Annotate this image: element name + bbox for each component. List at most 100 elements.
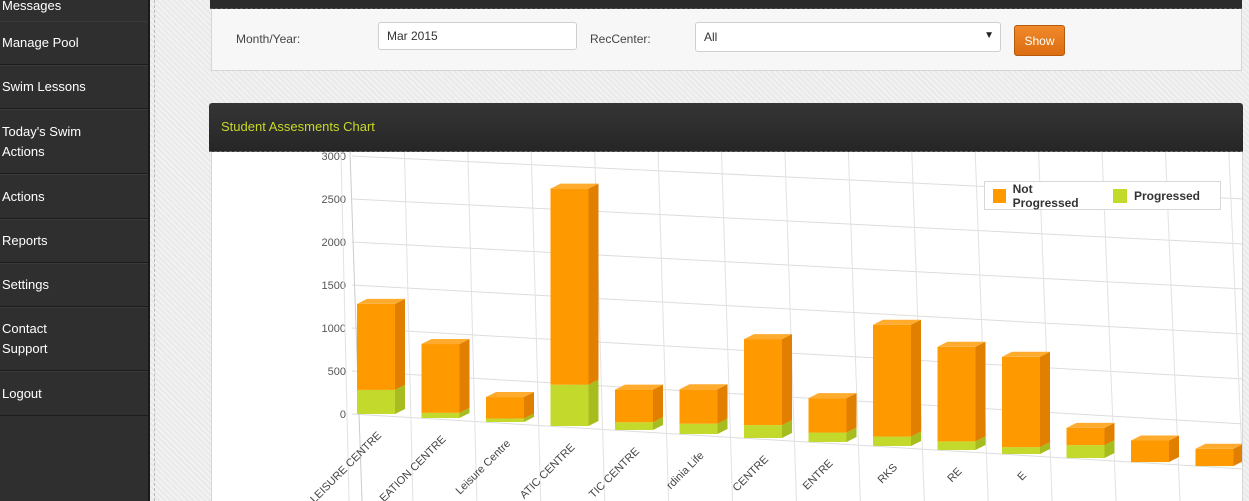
bar-progressed-side <box>782 420 792 438</box>
sidebar-item-messages[interactable]: Messages <box>0 0 148 22</box>
bar-not-progressed <box>1131 440 1169 462</box>
bar-not-progressed-side <box>653 384 663 423</box>
y-tick-label: 500 <box>328 366 346 378</box>
reccenter-value: All <box>704 30 718 44</box>
legend-swatch <box>1112 188 1127 203</box>
bar-not-progressed-side <box>975 341 986 442</box>
bar-top <box>1002 351 1050 357</box>
bar-progressed <box>486 418 524 422</box>
reccenter-select[interactable]: All ▼ <box>695 22 1001 52</box>
bar-not-progressed <box>615 389 653 423</box>
bar-not-progressed <box>1066 427 1105 446</box>
x-tick-label: Leisure Centre <box>454 438 514 498</box>
bar-not-progressed-side <box>911 319 921 437</box>
sidebar-item-actions[interactable]: Actions <box>0 174 148 219</box>
legend-label: Progressed <box>1133 188 1200 203</box>
sidebar-item-manage-pool[interactable]: Manage Pool <box>0 21 148 65</box>
sidebar-item-logout[interactable]: Logout <box>0 371 148 416</box>
x-tick-label: ENTRE <box>801 458 836 493</box>
reccenter-label: RecCenter: <box>590 32 651 46</box>
y-tick-label: 1000 <box>322 323 346 335</box>
filter-panel-header <box>210 0 1242 9</box>
x-tick-label: RE <box>945 466 964 485</box>
sidebar-item-label: Reports <box>2 233 48 248</box>
sidebar-item-label: Logout <box>2 385 42 401</box>
bar-not-progressed-side <box>1169 435 1179 462</box>
month-year-label: Month/Year: <box>236 32 301 46</box>
sidebar-item-label: Swim Lessons <box>2 79 86 94</box>
legend-label: Not Progressed <box>1012 181 1079 210</box>
dropdown-arrow-icon: ▼ <box>984 30 994 41</box>
bar-progressed <box>421 412 460 418</box>
bar-top <box>550 183 599 189</box>
bar-not-progressed-side <box>1104 422 1115 446</box>
bar-top <box>1066 422 1115 428</box>
sidebar-item-label: Settings <box>2 277 49 292</box>
gridline-y <box>351 241 1242 290</box>
bar-not-progressed <box>937 346 976 442</box>
bar-not-progressed <box>873 324 911 437</box>
content-divider <box>154 0 155 501</box>
bar-progressed <box>808 432 847 442</box>
bar-progressed <box>550 384 589 426</box>
bar-progressed <box>937 441 976 450</box>
bar-top <box>357 298 405 304</box>
bar-progressed <box>1002 447 1040 454</box>
bar-progressed <box>1066 445 1105 458</box>
sidebar-item-settings[interactable]: Settings <box>0 263 148 307</box>
assessment-chart: 0 500 1000 1500 2000 2500 3000 LEISURE CENTRE E A… <box>308 152 1242 501</box>
bar-progressed <box>615 422 653 430</box>
bar-progressed <box>679 423 718 434</box>
sidebar-item-label: Messages <box>2 0 62 13</box>
show-button[interactable]: Show <box>1014 25 1065 56</box>
bar-progressed-side <box>653 417 663 430</box>
legend-item-not-progressed[interactable]: Not Progressed <box>993 182 1093 210</box>
sidebar-item-contact-support[interactable]: Contact Support <box>0 307 148 371</box>
gridline-x <box>657 152 670 501</box>
bar-not-progressed-side <box>395 298 405 390</box>
bar-top <box>679 384 728 390</box>
x-tick-label: ATIC CENTRE <box>518 442 578 501</box>
gridline-x <box>847 152 861 501</box>
bar-not-progressed <box>808 398 847 433</box>
month-year-input[interactable]: Mar 2015 <box>378 22 577 50</box>
sidebar-item-label: Actions <box>2 188 45 204</box>
y-tick-label: 3000 <box>322 152 346 163</box>
bar-top <box>937 341 986 347</box>
bar-progressed-side <box>524 413 534 422</box>
y-tick-label: 2000 <box>322 237 346 249</box>
bar-progressed-side <box>395 384 405 414</box>
gridline-x <box>467 152 478 501</box>
bar-not-progressed <box>1195 448 1234 466</box>
chart-panel-header: Student Assesments Chart <box>209 103 1243 152</box>
sidebar-item-todays-swim-actions[interactable]: Today's Swim Actions <box>0 109 148 174</box>
bar-not-progressed <box>550 188 589 385</box>
bar-top <box>1131 435 1179 441</box>
bar-not-progressed <box>486 397 524 419</box>
sidebar-item-swim-lessons[interactable]: Swim Lessons <box>0 65 148 109</box>
y-tick-label: 1500 <box>322 280 346 292</box>
sidebar: Messages Manage Pool Swim Lessons Today'… <box>0 0 150 501</box>
month-year-value: Mar 2015 <box>387 29 438 43</box>
x-tick-label: E <box>1015 470 1029 484</box>
sidebar-item-label: Contact Support <box>2 321 48 356</box>
gridline-y <box>351 327 1242 380</box>
legend-item-progressed[interactable]: Progressed <box>1112 188 1200 203</box>
bar-top <box>744 334 792 340</box>
bar-progressed-side <box>459 407 470 418</box>
bar-not-progressed-side <box>588 183 599 385</box>
chart-area: 0 500 1000 1500 2000 2500 3000 LEISURE CENTRE E A… <box>211 152 1243 501</box>
x-tick-label: RKS <box>876 462 900 486</box>
bar-top <box>486 392 534 398</box>
sidebar-item-reports[interactable]: Reports <box>0 219 148 263</box>
bar-not-progressed-side <box>1040 351 1050 448</box>
bar-not-progressed <box>1002 356 1040 448</box>
gridline-x <box>784 152 797 501</box>
bar-progressed-side <box>588 379 599 426</box>
bar-progressed <box>873 436 911 446</box>
bar-top <box>873 319 921 325</box>
sidebar-edge <box>148 0 150 501</box>
gridline-x <box>974 152 989 501</box>
y-tick-label: 0 <box>340 409 346 421</box>
bar-progressed-side <box>1040 442 1050 454</box>
